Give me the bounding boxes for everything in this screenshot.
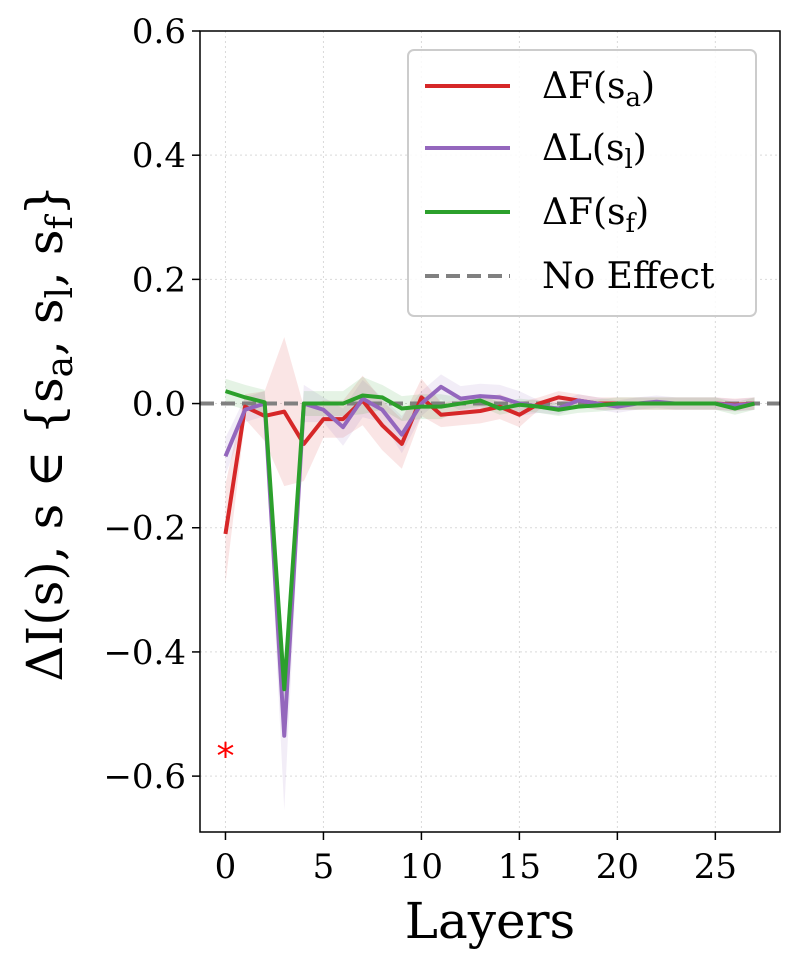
x-tick-label: 20: [596, 847, 639, 887]
legend-label: ΔF(sa): [542, 66, 655, 113]
legend-label: ΔL(sl): [542, 128, 647, 175]
y-axis: 0.6 0.4 0.2 0.0 −0.2 −0.4 −0.6: [103, 12, 200, 797]
x-tick-label: 0: [215, 847, 237, 887]
legend-label: No Effect: [542, 256, 715, 297]
x-tick-label: 10: [400, 847, 443, 887]
legend-entry-f-sa: ΔF(sa): [425, 66, 655, 113]
y-tick-label: 0.6: [132, 12, 186, 52]
y-tick-label: 0.0: [132, 385, 186, 425]
legend: ΔF(sa) ΔL(sl) ΔF(sf) No Effect: [407, 49, 757, 317]
legend-entry-l-sl: ΔL(sl): [425, 128, 647, 175]
legend-label: ΔF(sf): [542, 192, 649, 239]
y-tick-label: 0.2: [132, 260, 186, 300]
series-lines: [223, 384, 756, 738]
y-tick-label: 0.4: [132, 136, 186, 176]
significance-marker: *: [216, 736, 234, 777]
confidence-band-0: [225, 337, 755, 584]
y-tick-label: −0.6: [103, 757, 186, 797]
y-tick-label: −0.4: [103, 633, 186, 673]
plot-frame: [199, 30, 781, 833]
y-axis-title: ΔI(s), s ∈ {sa, sl, sf}: [16, 184, 81, 681]
legend-box: [407, 49, 757, 317]
x-tick-label: 25: [694, 847, 737, 887]
legend-entry-f-sf: ΔF(sf): [425, 192, 649, 239]
y-tick-label: −0.2: [103, 509, 186, 549]
x-tick-label: 5: [313, 847, 335, 887]
x-tick-label: 15: [498, 847, 541, 887]
x-axis-title: Layers: [405, 892, 575, 950]
x-axis: 0 5 10 15 20 25: [215, 832, 737, 887]
series-line-2: [224, 389, 756, 692]
legend-entry-no-effect: No Effect: [425, 256, 715, 297]
